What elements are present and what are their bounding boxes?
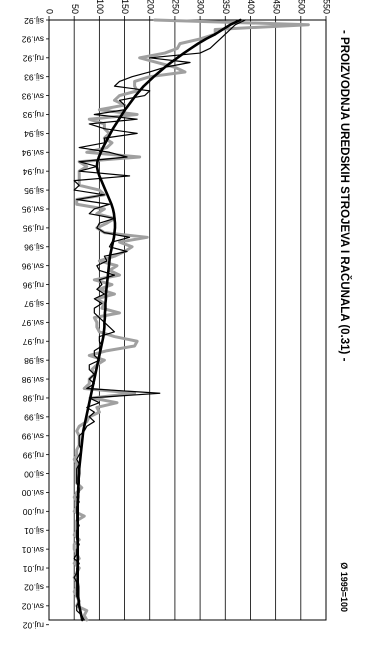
y-tick-label: 500 bbox=[296, 0, 306, 14]
y-tick-label: 50 bbox=[70, 4, 80, 14]
x-tick-label: svi.95 bbox=[22, 205, 44, 215]
x-tick-label: ruj.02 bbox=[22, 620, 44, 630]
x-tick-label: svi.00 bbox=[22, 488, 44, 498]
x-tick-label: ruj.96 bbox=[22, 280, 44, 290]
x-tick-label: ruj.94 bbox=[22, 167, 44, 177]
x-tick-label: ruj.01 bbox=[22, 564, 44, 574]
x-tick-label: sij.97 bbox=[24, 299, 44, 309]
x-tick-label: sij.93 bbox=[24, 72, 44, 82]
x-tick-label: ruj.95 bbox=[22, 224, 44, 234]
chart-title: - PROIZVODNJA UREDSKIH STROJEVA I RAČUNA… bbox=[338, 30, 351, 362]
y-tick-label: 100 bbox=[95, 0, 105, 14]
x-tick-label: sij.02 bbox=[24, 583, 44, 593]
x-tick-label: ruj.99 bbox=[22, 450, 44, 460]
y-tick-label: 450 bbox=[271, 0, 281, 14]
x-tick-label: sij.98 bbox=[24, 356, 44, 366]
y-tick-label: 250 bbox=[171, 0, 181, 14]
x-tick-label: sij.01 bbox=[24, 526, 44, 536]
x-tick-label: svi.01 bbox=[22, 545, 44, 555]
x-tick-label: sij.94 bbox=[24, 129, 44, 139]
x-tick-label: svi.94 bbox=[22, 148, 44, 158]
x-tick-label: sij.99 bbox=[24, 413, 44, 423]
y-tick-label: 300 bbox=[196, 0, 206, 14]
series-line-3 bbox=[76, 18, 242, 622]
y-tick-label: 0 bbox=[45, 9, 55, 14]
x-tick-label: sij.92 bbox=[24, 16, 44, 26]
x-tick-label: svi.99 bbox=[22, 431, 44, 441]
x-tick-label: ruj.97 bbox=[22, 337, 44, 347]
series-layer bbox=[72, 18, 310, 622]
x-axis: sij.92 svi.92 ruj.92 sij.93 svi.93 ruj.93 sij.… bbox=[22, 16, 49, 630]
x-tick-label: ruj.92 bbox=[22, 54, 44, 64]
y-tick-label: 150 bbox=[120, 0, 130, 14]
x-tick-label: sij.00 bbox=[24, 469, 44, 479]
x-tick-label: svi.96 bbox=[22, 261, 44, 271]
x-tick-label: ruj.00 bbox=[22, 507, 44, 517]
y-tick-label: 350 bbox=[221, 0, 231, 14]
x-tick-label: svi.93 bbox=[22, 91, 44, 101]
y-axis: 0 50 100 150 200 250 300 350 400 450 500 550 bbox=[45, 0, 332, 20]
x-tick-label: svi.98 bbox=[22, 375, 44, 385]
plot-background bbox=[48, 19, 327, 621]
y-tick-label: 200 bbox=[145, 0, 155, 14]
y-tick-label: 400 bbox=[246, 0, 256, 14]
chart-subtitle: Ø 1995=100 bbox=[339, 562, 349, 612]
x-tick-label: svi.97 bbox=[22, 318, 44, 328]
x-tick-label: sij.95 bbox=[24, 186, 44, 196]
x-tick-label: sij.96 bbox=[24, 243, 44, 253]
x-tick-label: ruj.93 bbox=[22, 110, 44, 120]
x-tick-label: svi.02 bbox=[22, 602, 44, 612]
x-tick-label: svi.92 bbox=[22, 35, 44, 45]
y-tick-label: 550 bbox=[322, 0, 332, 14]
x-tick-label: ruj.98 bbox=[22, 394, 44, 404]
